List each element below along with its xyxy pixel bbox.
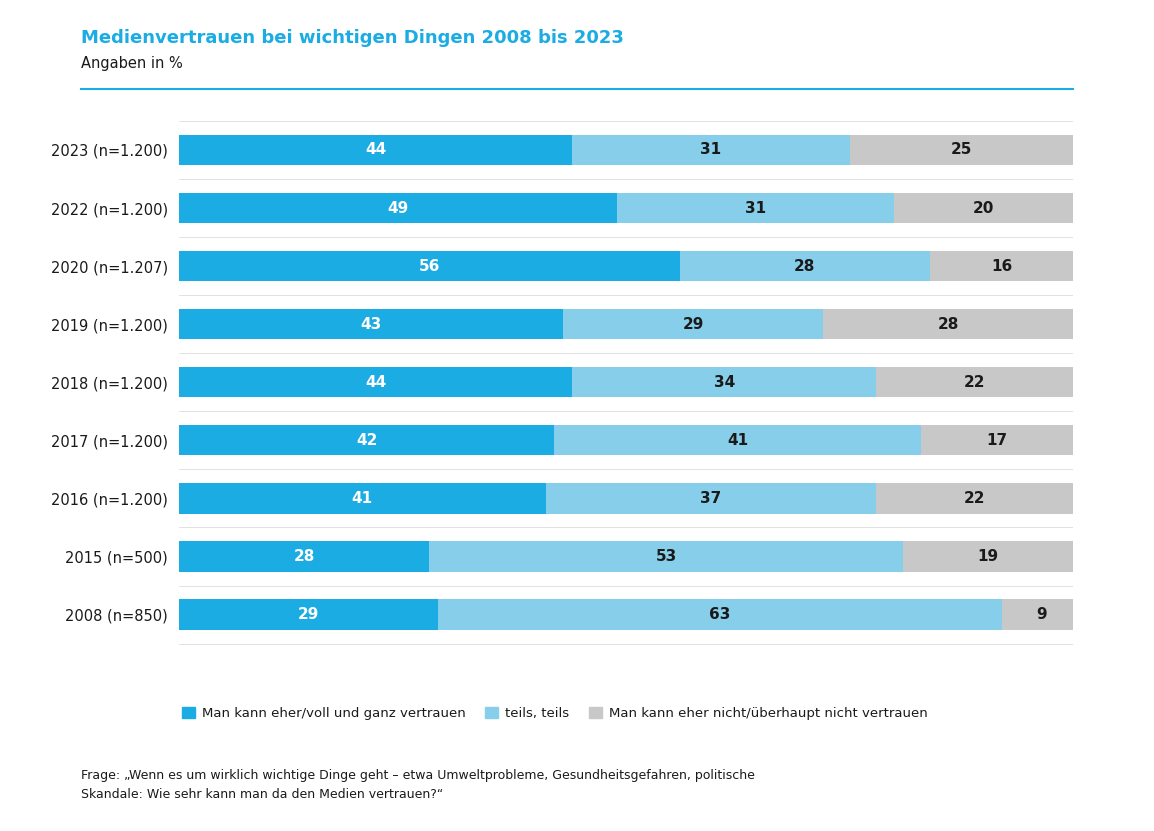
Bar xyxy=(179,425,555,455)
Text: 19: 19 xyxy=(977,549,999,564)
Bar xyxy=(680,251,930,281)
Bar xyxy=(179,484,546,514)
Bar xyxy=(823,309,1073,339)
Text: 63: 63 xyxy=(710,607,730,622)
Text: 29: 29 xyxy=(682,317,704,332)
Bar xyxy=(179,599,439,630)
Bar xyxy=(572,135,849,165)
Text: 43: 43 xyxy=(360,317,382,332)
Text: 34: 34 xyxy=(714,375,735,390)
Bar xyxy=(179,367,572,397)
Bar xyxy=(894,193,1073,223)
Text: 41: 41 xyxy=(727,433,749,448)
Bar xyxy=(877,484,1073,514)
Text: 37: 37 xyxy=(700,491,721,506)
Bar xyxy=(1002,599,1082,630)
Bar xyxy=(179,135,572,165)
Bar xyxy=(877,367,1073,397)
Bar xyxy=(555,425,921,455)
Text: Skandale: Wie sehr kann man da den Medien vertrauen?“: Skandale: Wie sehr kann man da den Medie… xyxy=(81,788,443,801)
Text: 29: 29 xyxy=(298,607,320,622)
Bar xyxy=(617,193,894,223)
Bar xyxy=(921,425,1073,455)
Bar xyxy=(179,251,680,281)
Text: Medienvertrauen bei wichtigen Dingen 2008 bis 2023: Medienvertrauen bei wichtigen Dingen 200… xyxy=(81,29,623,47)
Bar xyxy=(179,309,563,339)
Text: 9: 9 xyxy=(1036,607,1047,622)
Bar xyxy=(179,542,429,572)
Text: 49: 49 xyxy=(388,200,409,215)
Bar xyxy=(546,484,877,514)
Text: Angaben in %: Angaben in % xyxy=(81,56,182,71)
Text: 22: 22 xyxy=(964,375,986,390)
Text: 31: 31 xyxy=(700,142,721,157)
Text: 28: 28 xyxy=(293,549,315,564)
Text: 17: 17 xyxy=(987,433,1007,448)
Text: 42: 42 xyxy=(355,433,377,448)
Bar xyxy=(429,542,904,572)
Bar xyxy=(563,309,823,339)
Text: 20: 20 xyxy=(973,200,995,215)
Text: 28: 28 xyxy=(794,258,816,273)
Bar xyxy=(849,135,1073,165)
Bar xyxy=(572,367,877,397)
Bar xyxy=(904,542,1073,572)
Text: 44: 44 xyxy=(365,142,387,157)
Text: 41: 41 xyxy=(352,491,373,506)
Text: 16: 16 xyxy=(991,258,1012,273)
Text: 22: 22 xyxy=(964,491,986,506)
Text: 44: 44 xyxy=(365,375,387,390)
Text: Frage: „Wenn es um wirklich wichtige Dinge geht – etwa Umweltprobleme, Gesundhei: Frage: „Wenn es um wirklich wichtige Din… xyxy=(81,769,755,782)
Text: 56: 56 xyxy=(419,258,440,273)
Bar xyxy=(930,251,1073,281)
Bar xyxy=(179,193,617,223)
Text: 25: 25 xyxy=(951,142,972,157)
Text: 31: 31 xyxy=(745,200,766,215)
Legend: Man kann eher/voll und ganz vertrauen, teils, teils, Man kann eher nicht/überhau: Man kann eher/voll und ganz vertrauen, t… xyxy=(177,702,932,725)
Text: 53: 53 xyxy=(655,549,677,564)
Text: 28: 28 xyxy=(937,317,959,332)
Bar xyxy=(439,599,1002,630)
